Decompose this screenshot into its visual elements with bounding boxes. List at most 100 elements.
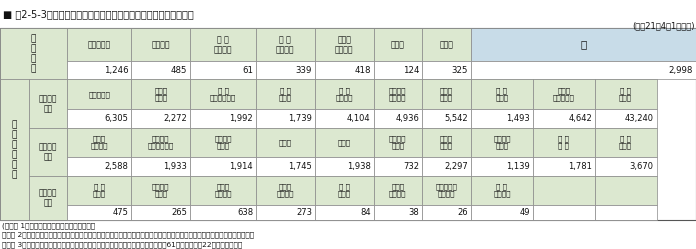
Text: 4,104: 4,104: [347, 114, 371, 123]
Bar: [594, 127, 656, 157]
Text: ハンマー
ドリル: ハンマー ドリル: [493, 135, 511, 149]
Text: 消 防
ポンプ車: 消 防 ポンプ車: [276, 35, 294, 54]
Text: 夜間用
暗視装置: 夜間用 暗視装置: [276, 183, 294, 197]
Text: 273: 273: [296, 208, 312, 217]
Text: 救命索
発射銃: 救命索 発射銃: [155, 87, 168, 101]
Text: 二酸化炭素
探査装置: 二酸化炭素 探査装置: [436, 183, 457, 197]
Bar: [315, 61, 374, 79]
Text: 可 搬
ウインチ: 可 搬 ウインチ: [335, 87, 353, 101]
Text: ロープ
登降機: ロープ 登降機: [440, 135, 453, 149]
Bar: [190, 127, 256, 157]
Bar: [533, 176, 594, 204]
Text: 三連はしご: 三連はしご: [88, 91, 110, 98]
Text: 26: 26: [457, 208, 468, 217]
Text: 簡易画像
探索機: 簡易画像 探索機: [389, 135, 406, 149]
Text: 84: 84: [360, 208, 371, 217]
Bar: [132, 204, 190, 220]
Text: 地中音響
探知機: 地中音響 探知機: [152, 183, 170, 197]
Bar: [533, 79, 594, 109]
Bar: [190, 61, 256, 79]
Text: 2,588: 2,588: [105, 162, 129, 171]
Text: その他: その他: [440, 40, 454, 49]
Text: チェー
ンソー: チェー ンソー: [440, 87, 453, 101]
Text: 地 震
警報器: 地 震 警報器: [338, 183, 351, 197]
Bar: [374, 204, 422, 220]
Bar: [422, 157, 471, 176]
Bar: [29, 176, 68, 220]
Bar: [374, 109, 422, 127]
Bar: [471, 157, 533, 176]
Text: 1,938: 1,938: [347, 162, 371, 171]
Bar: [190, 109, 256, 127]
Bar: [68, 61, 132, 79]
Bar: [190, 79, 256, 109]
Text: 265: 265: [172, 208, 187, 217]
Text: 638: 638: [237, 208, 253, 217]
Text: ガ ス
溶断器: ガ ス 溶断器: [496, 87, 509, 101]
Bar: [471, 79, 533, 109]
Bar: [315, 28, 374, 61]
Text: 124: 124: [403, 66, 420, 75]
Text: 画 像
探査機: 画 像 探査機: [93, 183, 106, 197]
Text: 化学車: 化学車: [391, 40, 405, 49]
Bar: [68, 127, 132, 157]
Text: 61: 61: [242, 66, 253, 75]
Text: (平成21年4月1日現在): (平成21年4月1日現在): [632, 21, 695, 30]
Bar: [471, 204, 533, 220]
Bar: [422, 28, 471, 61]
Bar: [315, 127, 374, 157]
Text: 計: 計: [580, 39, 587, 49]
Bar: [132, 28, 190, 61]
Text: 削岩機: 削岩機: [279, 139, 292, 146]
Text: 電磁波
探査装置: 電磁波 探査装置: [389, 183, 406, 197]
Bar: [422, 109, 471, 127]
Text: 主
な
救
助
器
具: 主 な 救 助 器 具: [12, 120, 17, 180]
Bar: [422, 61, 471, 79]
Text: 空 気
呼吸器: 空 気 呼吸器: [619, 87, 632, 101]
Bar: [374, 176, 422, 204]
Bar: [256, 79, 315, 109]
Text: 2,998: 2,998: [669, 66, 693, 75]
Text: ■ 第2-5-3表　救助隊が乗車する車両及び主な救助器具の整備状況: ■ 第2-5-3表 救助隊が乗車する車両及び主な救助器具の整備状況: [3, 9, 194, 19]
Bar: [29, 127, 68, 176]
Bar: [594, 109, 656, 127]
Text: 空気麺: 空気麺: [338, 139, 351, 146]
Bar: [374, 127, 422, 157]
Text: 475: 475: [113, 208, 129, 217]
Text: 49: 49: [519, 208, 530, 217]
Bar: [132, 176, 190, 204]
Text: 3,670: 3,670: [630, 162, 654, 171]
Bar: [68, 28, 132, 61]
Text: 空気式
ジャッキ: 空気式 ジャッキ: [90, 135, 108, 149]
Text: 6,305: 6,305: [105, 114, 129, 123]
Bar: [68, 204, 132, 220]
Bar: [471, 28, 696, 61]
Bar: [256, 28, 315, 61]
Text: 43,240: 43,240: [625, 114, 654, 123]
Text: 4,936: 4,936: [395, 114, 420, 123]
Bar: [68, 176, 132, 204]
Text: 救助工作車: 救助工作車: [88, 40, 111, 49]
Bar: [132, 61, 190, 79]
Text: 1,745: 1,745: [288, 162, 312, 171]
Bar: [374, 28, 422, 61]
Bar: [315, 79, 374, 109]
Bar: [422, 127, 471, 157]
Bar: [315, 204, 374, 220]
Bar: [374, 157, 422, 176]
Bar: [256, 61, 315, 79]
Text: 油 圧
切断機: 油 圧 切断機: [279, 87, 292, 101]
Bar: [0, 79, 29, 220]
Bar: [132, 127, 190, 157]
Bar: [132, 79, 190, 109]
Text: 1,781: 1,781: [568, 162, 592, 171]
Text: 5,542: 5,542: [445, 114, 468, 123]
Text: 可燃性
ガス測定器: 可燃性 ガス測定器: [553, 87, 575, 101]
Text: 送 排
風 機: 送 排 風 機: [558, 135, 569, 149]
Text: 1,933: 1,933: [164, 162, 187, 171]
Bar: [374, 79, 422, 109]
Bar: [132, 109, 190, 127]
Bar: [315, 109, 374, 127]
Bar: [533, 109, 594, 127]
Text: 水 中
探査装置: 水 中 探査装置: [493, 183, 511, 197]
